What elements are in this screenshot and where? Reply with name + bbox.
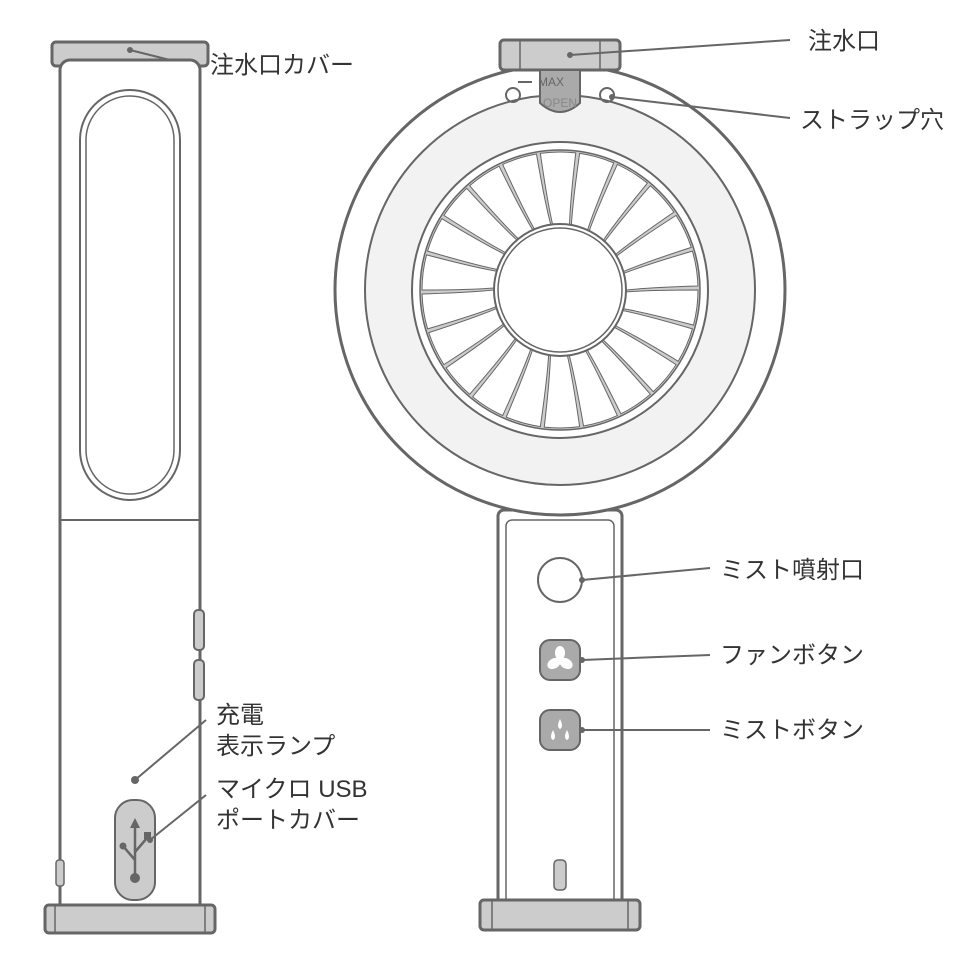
mist-button xyxy=(540,710,580,750)
side-window xyxy=(80,90,180,500)
label-strap_hole: ストラップ穴 xyxy=(800,105,944,136)
open-text: OPEN xyxy=(543,96,577,110)
front-base xyxy=(480,900,640,930)
label-water_inlet: 注水口 xyxy=(808,26,880,57)
side-button-slot-1 xyxy=(194,660,204,700)
max-text: MAX xyxy=(538,75,564,89)
label-charge_lamp: 充電 表示ランプ xyxy=(216,700,335,762)
side-base xyxy=(45,905,215,933)
front-view: MAX OPEN xyxy=(335,40,785,930)
label-mist_port: ミスト噴射口 xyxy=(720,555,864,586)
label-fan_button: ファンボタン xyxy=(720,640,864,671)
side-view xyxy=(45,42,215,933)
side-button-slot-0 xyxy=(194,610,204,650)
label-mist_button: ミストボタン xyxy=(720,715,864,746)
product-diagram: MAX OPEN xyxy=(0,0,960,960)
water-inlet xyxy=(500,40,620,70)
label-usb_cover: マイクロ USB ポートカバー xyxy=(216,774,368,836)
mist-port xyxy=(538,558,582,602)
label-water_cover: 注水口カバー xyxy=(210,50,354,81)
